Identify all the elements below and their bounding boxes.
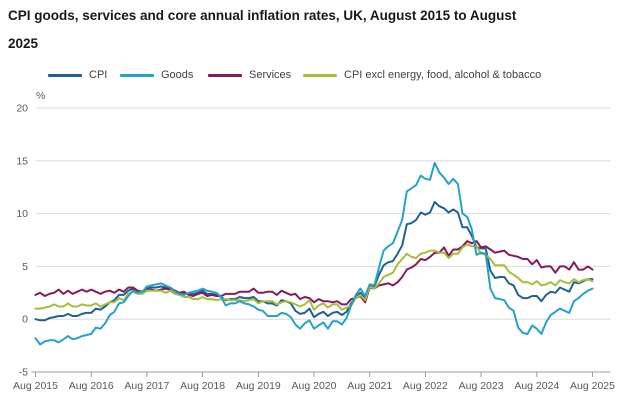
legend-item-core: CPI excl energy, food, alcohol & tobacco xyxy=(303,69,541,81)
y-tick-label: 20 xyxy=(16,103,28,115)
x-tick-label: Aug 2016 xyxy=(69,380,114,392)
cpi-line xyxy=(34,201,594,322)
y-tick-label: 0 xyxy=(22,314,28,326)
chart-title: CPI goods, services and core annual infl… xyxy=(8,8,517,51)
data-series xyxy=(34,161,594,346)
x-tick-label: Aug 2025 xyxy=(570,380,615,392)
cpi-line-swatch xyxy=(48,73,82,77)
x-tick-label: Aug 2021 xyxy=(347,380,392,392)
legend-item-services: Services xyxy=(208,69,291,81)
legend-label: CPI excl energy, food, alcohol & tobacco xyxy=(344,69,542,81)
goods-line-swatch xyxy=(120,73,154,77)
legend-item-cpi: CPI xyxy=(48,69,107,81)
y-tick-label: 10 xyxy=(16,208,28,220)
services-line-swatch xyxy=(208,73,242,77)
legend-item-goods: Goods xyxy=(120,69,193,81)
core-line-swatch xyxy=(303,73,337,77)
x-tick-label: Aug 2023 xyxy=(459,380,504,392)
axes: 20 15 10 5 0 -5 xyxy=(16,103,611,379)
x-tick-label: Aug 2024 xyxy=(514,380,559,392)
y-axis-unit-label: % xyxy=(36,90,45,102)
legend-label: Services xyxy=(249,69,292,81)
x-tick-label: Aug 2015 xyxy=(13,380,58,392)
x-tick-label: Aug 2020 xyxy=(292,380,337,392)
y-tick-label: -5 xyxy=(19,367,28,379)
legend: CPI Goods Services CPI excl energy, food… xyxy=(0,69,634,83)
legend-label: CPI xyxy=(89,69,108,81)
x-tick-label: Aug 2019 xyxy=(236,380,281,392)
x-tick-label: Aug 2022 xyxy=(403,380,448,392)
services-line xyxy=(34,240,594,306)
gridlines xyxy=(35,107,611,320)
legend-label: Goods xyxy=(161,69,194,81)
y-tick-label: 5 xyxy=(22,261,28,273)
y-tick-label: 15 xyxy=(16,155,28,167)
x-axis-labels: Aug 2015 Aug 2016 Aug 2017 Aug 2018 Aug 2019… xyxy=(13,380,615,392)
x-tick-label: Aug 2017 xyxy=(124,380,169,392)
core-line xyxy=(34,243,594,311)
x-tick-label: Aug 2018 xyxy=(180,380,225,392)
goods-line xyxy=(34,161,594,346)
